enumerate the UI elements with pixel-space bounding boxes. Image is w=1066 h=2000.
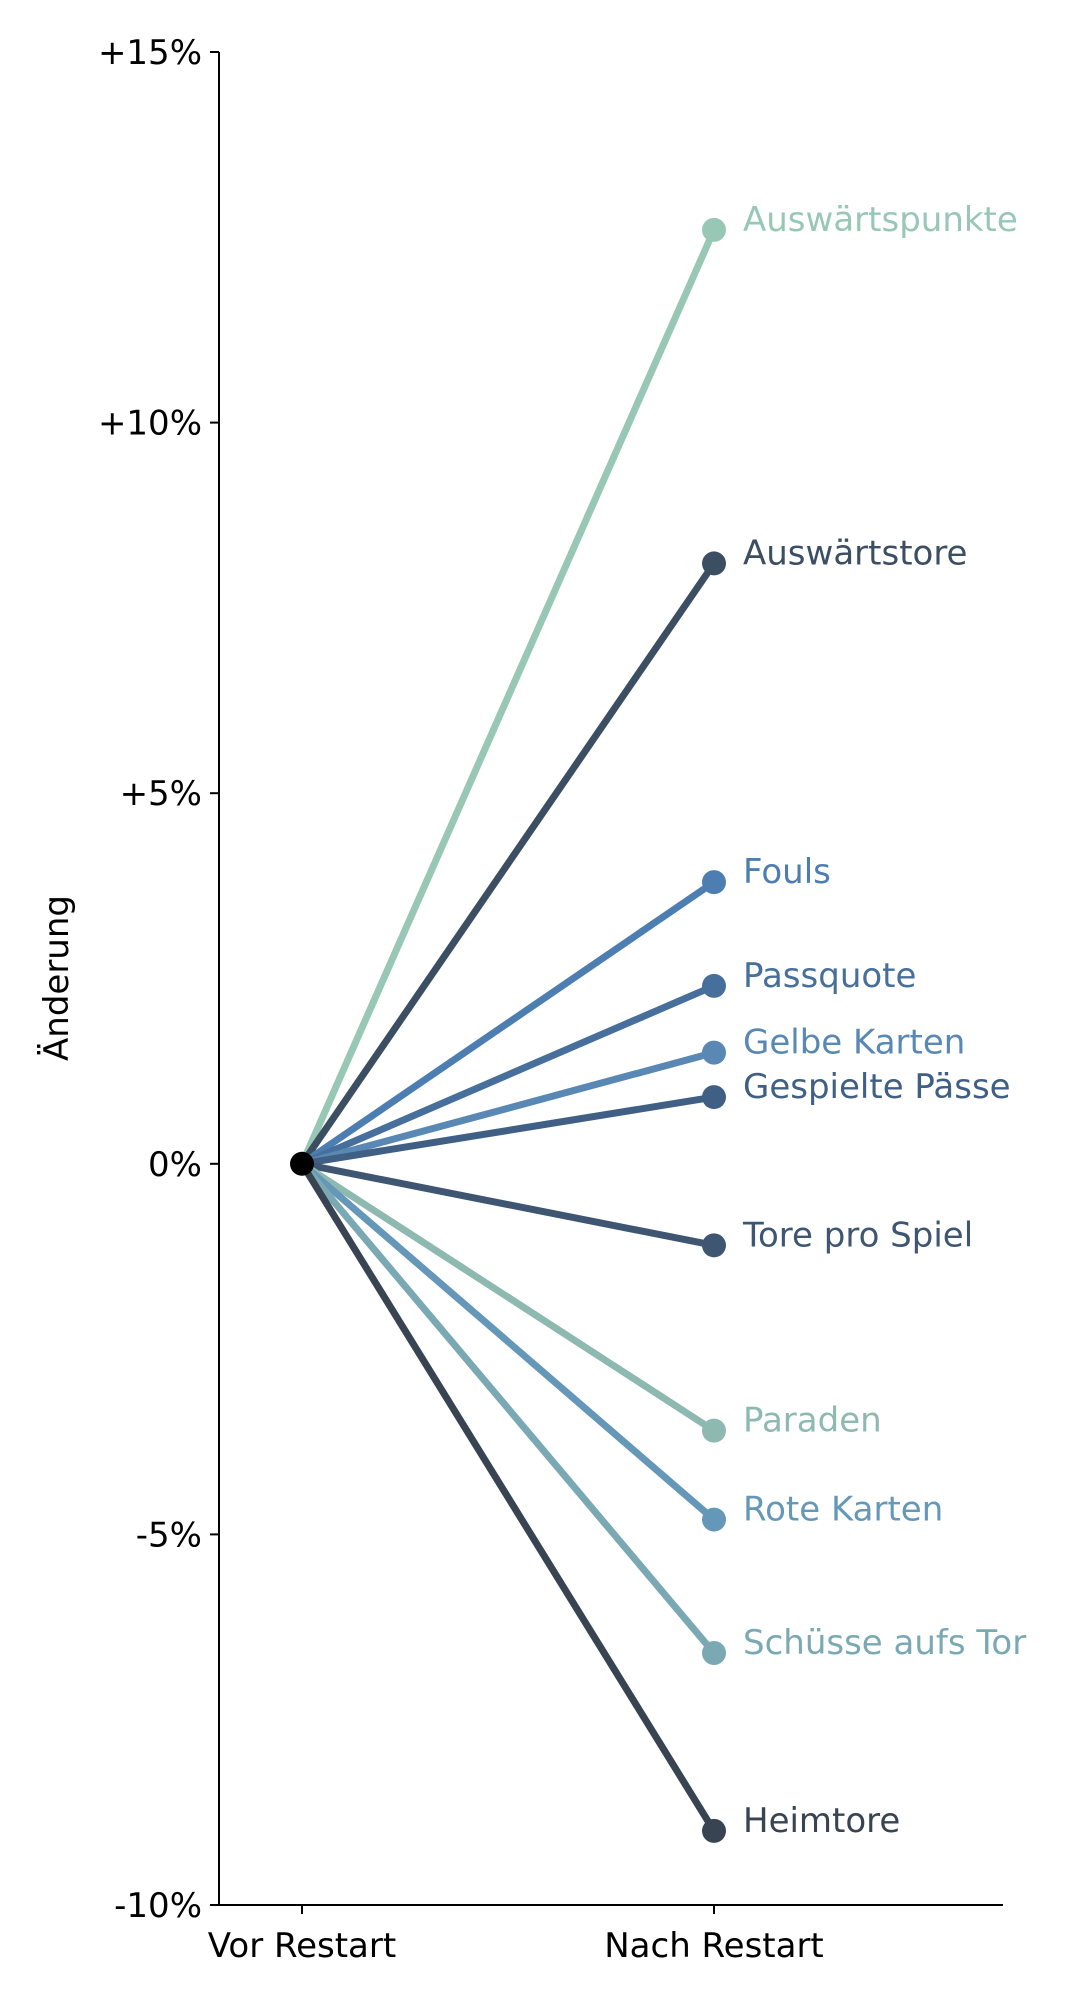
x-tick-label: Nach Restart (604, 1926, 824, 1966)
series-label: Gespielte Pässe (743, 1067, 1011, 1107)
series-end-point (702, 1507, 726, 1532)
y-tick-label: +10% (98, 404, 202, 444)
series-points (290, 217, 726, 1843)
series-end-point (702, 1418, 726, 1443)
series-end-point (702, 973, 726, 998)
series-end-point (702, 1640, 726, 1665)
series-label: Tore pro Spiel (742, 1215, 973, 1255)
series-line (298, 1093, 718, 1168)
x-tick-label: Vor Restart (208, 1926, 396, 1966)
y-tick-label: +15% (98, 33, 202, 73)
series-label: Heimtore (743, 1801, 900, 1841)
series-line (298, 559, 718, 1168)
series-line (298, 1160, 718, 1835)
series-label: Auswärtspunkte (743, 200, 1018, 240)
series-line (298, 1160, 718, 1249)
y-tick-label: +5% (120, 774, 202, 814)
y-axis-label: Änderung (37, 895, 77, 1061)
x-ticks: Vor Restart Nach Restart (208, 1905, 824, 1966)
series-line (298, 878, 718, 1168)
series-end-point (702, 551, 726, 576)
series-line (298, 226, 718, 1168)
series-line (298, 1049, 718, 1168)
series-line (298, 982, 718, 1168)
series-label: Gelbe Karten (743, 1023, 965, 1063)
series-end-point (702, 1233, 726, 1258)
y-ticks: +15% +10% +5% 0% -5% -10% (98, 33, 219, 1926)
series-label: Fouls (743, 852, 831, 892)
series-label: Auswärtstore (743, 533, 967, 573)
series-line (298, 1160, 718, 1657)
series-line (298, 1160, 718, 1524)
axes: Änderung (37, 52, 1003, 1906)
series-line (298, 1160, 718, 1435)
series-label: Rote Karten (743, 1490, 943, 1530)
series-label: Paraden (743, 1401, 882, 1441)
series-end-point (702, 1085, 726, 1110)
series-end-point (702, 870, 726, 895)
y-tick-label: -10% (114, 1886, 202, 1926)
series-end-point (702, 1040, 726, 1065)
series-label: Passquote (743, 956, 916, 996)
y-tick-label: 0% (148, 1145, 202, 1185)
series-end-point (702, 217, 726, 242)
series-lines (298, 226, 718, 1835)
y-tick-label: -5% (136, 1515, 202, 1555)
series-end-point (702, 1818, 726, 1843)
series-label: Schüsse aufs Tor (743, 1623, 1026, 1663)
origin-point (290, 1151, 314, 1176)
series-labels: Auswärtspunkte Auswärtstore Fouls Passquote… (742, 200, 1026, 1841)
